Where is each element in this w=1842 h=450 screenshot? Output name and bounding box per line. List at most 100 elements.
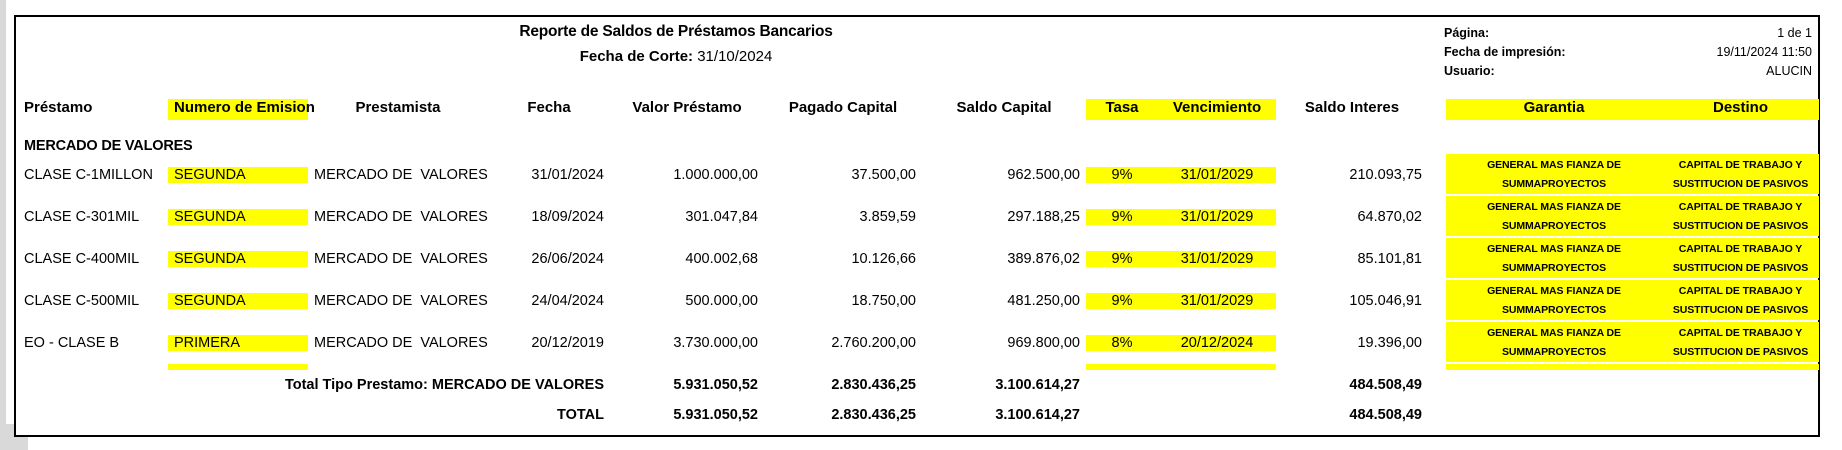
grand-total-saldo-interes: 484.508,49 <box>1349 406 1422 423</box>
cell-prestamista: MERCADO DE VALORES <box>314 167 488 183</box>
cell-garantia: GENERAL MAS FIANZA DE SUMMAPROYECTOS <box>1446 154 1662 194</box>
cell-garantia: GENERAL MAS FIANZA DE SUMMAPROYECTOS <box>1446 280 1662 320</box>
subtotal-valor: 5.931.050,52 <box>673 377 758 393</box>
col-header-valor: Valor Préstamo <box>632 99 742 116</box>
cell-prestamo: CLASE C-1MILLON <box>24 167 153 183</box>
garantia-line2: SUMMAPROYECTOS <box>1501 346 1606 358</box>
cell-destino: CAPITAL DE TRABAJO Y SUSTITUCION DE PASIV… <box>1662 238 1819 278</box>
col-header-emision: Numero de Emision <box>168 99 315 120</box>
blank-cell <box>18 364 168 370</box>
cell-tasa: 9% <box>1086 167 1158 183</box>
col-header-vencimiento: Vencimiento <box>1158 99 1276 120</box>
cell-valor: 1.000.000,00 <box>673 167 758 183</box>
cell-destino: CAPITAL DE TRABAJO Y SUSTITUCION DE PASIV… <box>1662 322 1819 362</box>
usuario-label: Usuario: <box>1444 63 1495 78</box>
blank-cell <box>610 364 764 370</box>
cell-tasa: 9% <box>1086 293 1158 309</box>
subtotal-label: Total Tipo Prestamo: MERCADO DE VALORES <box>284 377 604 393</box>
garantia-line2: SUMMAPROYECTOS <box>1501 178 1606 190</box>
col-header-tasa: Tasa <box>1086 99 1158 120</box>
blank-cell <box>1276 364 1428 370</box>
pagina-label: Página: <box>1444 25 1490 40</box>
report-title: Reporte de Saldos de Préstamos Bancarios <box>519 23 833 40</box>
cell-fecha: 31/01/2024 <box>531 167 604 183</box>
grand-total-valor: 5.931.050,52 <box>673 406 758 423</box>
blank-cell <box>1428 364 1446 370</box>
cell-saldo-interes: 105.046,91 <box>1349 293 1422 309</box>
print-info-block: Página: 1 de 1 Fecha de impresión: 19/11… <box>1444 23 1812 80</box>
cell-emision: SEGUNDA <box>168 167 308 183</box>
cell-destino: CAPITAL DE TRABAJO Y SUSTITUCION DE PASIV… <box>1662 280 1819 320</box>
col-header-destino: Destino <box>1662 99 1819 120</box>
garantia-line2: SUMMAPROYECTOS <box>1501 262 1606 274</box>
grand-total-saldo-capital: 3.100.614,27 <box>995 406 1080 423</box>
cell-emision: PRIMERA <box>168 335 308 351</box>
cell-prestamo: CLASE C-500MIL <box>24 293 140 309</box>
cell-vencimiento: 31/01/2029 <box>1158 167 1276 183</box>
loans-table: Préstamo Numero de Emision Prestamista F… <box>18 80 1819 429</box>
garantia-line1: GENERAL MAS FIANZA DE <box>1487 201 1621 213</box>
cell-prestamista: MERCADO DE VALORES <box>314 251 488 267</box>
destino-line1: CAPITAL DE TRABAJO Y <box>1678 243 1803 255</box>
vencimiento-highlight <box>1158 364 1276 370</box>
destino-line1: CAPITAL DE TRABAJO Y <box>1678 285 1803 297</box>
section-row: MERCADO DE VALORES <box>18 120 1816 154</box>
grand-total-pagado: 2.830.436,25 <box>831 406 916 423</box>
destino-line2: SUSTITUCION DE PASIVOS <box>1672 262 1809 274</box>
garantia-line2: SUMMAPROYECTOS <box>1501 220 1606 232</box>
cell-pagado: 18.750,00 <box>851 293 916 309</box>
report-page: Reporte de Saldos de Préstamos Bancarios… <box>14 15 1820 437</box>
info-row-impresion: Fecha de impresión: 19/11/2024 11:50 <box>1444 42 1812 61</box>
cell-vencimiento: 31/01/2029 <box>1158 293 1276 309</box>
cell-pagado: 3.859,59 <box>859 209 916 225</box>
cell-saldo-interes: 210.093,75 <box>1349 167 1422 183</box>
col-gap <box>1428 116 1446 120</box>
usuario-value: ALUCIN <box>1766 63 1812 78</box>
cell-emision: SEGUNDA <box>168 251 308 267</box>
destino-line1: CAPITAL DE TRABAJO Y <box>1678 159 1803 171</box>
cell-valor: 3.730.000,00 <box>673 335 758 351</box>
col-header-pagado: Pagado Capital <box>788 99 898 116</box>
cell-saldo-capital: 969.800,00 <box>1007 335 1080 351</box>
table-row: CLASE C-301MIL SEGUNDA MERCADO DE VALORE… <box>18 196 1819 238</box>
emision-highlight <box>168 364 308 370</box>
cell-pagado: 2.760.200,00 <box>831 335 916 351</box>
cell-prestamo: CLASE C-301MIL <box>24 209 140 225</box>
subtotal-saldo-capital: 3.100.614,27 <box>995 377 1080 393</box>
destino-line2: SUSTITUCION DE PASIVOS <box>1672 304 1809 316</box>
destino-line1: CAPITAL DE TRABAJO Y <box>1678 201 1803 213</box>
col-header-prestamista: Prestamista <box>355 99 441 116</box>
cell-prestamista: MERCADO DE VALORES <box>314 209 488 225</box>
report-title-block: Reporte de Saldos de Préstamos Bancarios… <box>16 23 1336 65</box>
garantia-line2: SUMMAPROYECTOS <box>1501 304 1606 316</box>
window-edge-strip <box>0 0 6 450</box>
table-row: CLASE C-400MIL SEGUNDA MERCADO DE VALORE… <box>18 238 1819 280</box>
subtotal-row: Total Tipo Prestamo: MERCADO DE VALORES … <box>18 370 1816 400</box>
cell-fecha: 24/04/2024 <box>531 293 604 309</box>
cell-prestamo: EO - CLASE B <box>24 335 120 351</box>
subtotal-saldo-interes: 484.508,49 <box>1349 377 1422 393</box>
cell-tasa: 9% <box>1086 209 1158 225</box>
cell-tasa: 9% <box>1086 251 1158 267</box>
cell-tasa: 8% <box>1086 335 1158 351</box>
cell-prestamista: MERCADO DE VALORES <box>314 335 488 351</box>
destino-line2: SUSTITUCION DE PASIVOS <box>1672 178 1809 190</box>
blank-cell <box>488 364 610 370</box>
destino-line2: SUSTITUCION DE PASIVOS <box>1672 346 1809 358</box>
fecha-de-corte-value: 31/10/2024 <box>697 48 773 65</box>
table-header-row: Préstamo Numero de Emision Prestamista F… <box>18 80 1819 120</box>
cell-vencimiento: 31/01/2029 <box>1158 251 1276 267</box>
cell-saldo-interes: 85.101,81 <box>1357 251 1422 267</box>
tasa-highlight <box>1086 364 1158 370</box>
cell-vencimiento: 20/12/2024 <box>1158 335 1276 351</box>
table-row: CLASE C-1MILLON SEGUNDA MERCADO DE VALOR… <box>18 154 1819 196</box>
cell-pagado: 10.126,66 <box>851 251 916 267</box>
destino-highlight <box>1662 364 1819 370</box>
cell-fecha: 20/12/2019 <box>531 335 604 351</box>
col-header-saldo-interes: Saldo Interes <box>1304 99 1400 116</box>
col-header-prestamo: Préstamo <box>24 99 93 116</box>
col-header-fecha: Fecha <box>527 99 571 116</box>
cell-fecha: 26/06/2024 <box>531 251 604 267</box>
cell-fecha: 18/09/2024 <box>531 209 604 225</box>
col-header-garantia: Garantia <box>1446 99 1662 120</box>
